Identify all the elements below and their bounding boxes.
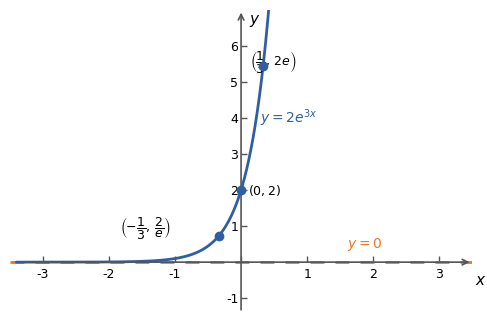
Text: $(0, 2)$: $(0, 2)$ (248, 183, 281, 198)
Text: $\!\left(\dfrac{1}{3},\, 2e\right)$: $\!\left(\dfrac{1}{3},\, 2e\right)$ (251, 49, 297, 75)
Text: x: x (476, 273, 485, 288)
Text: $\!\left(-\dfrac{1}{3},\, \dfrac{2}{e}\right)$: $\!\left(-\dfrac{1}{3},\, \dfrac{2}{e}\r… (121, 215, 171, 241)
Text: $y = 2e^{3x}$: $y = 2e^{3x}$ (260, 107, 317, 129)
Text: $y = 0$: $y = 0$ (347, 236, 382, 253)
Text: y: y (249, 12, 258, 27)
